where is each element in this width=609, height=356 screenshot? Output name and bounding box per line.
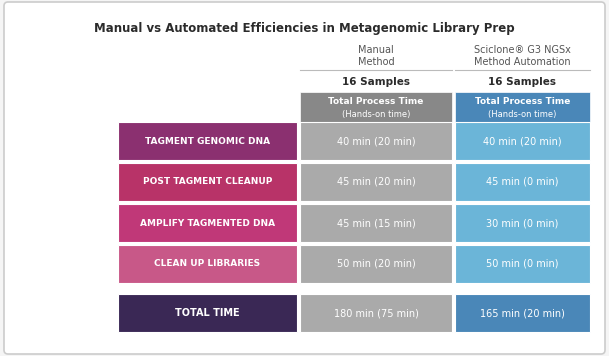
Text: TAGMENT GENOMIC DNA: TAGMENT GENOMIC DNA xyxy=(145,136,270,146)
Bar xyxy=(455,204,590,242)
Text: 16 Samples: 16 Samples xyxy=(342,77,410,87)
Text: 30 min (0 min): 30 min (0 min) xyxy=(487,218,558,228)
Text: 40 min (20 min): 40 min (20 min) xyxy=(337,136,415,146)
Bar xyxy=(455,92,590,122)
Bar xyxy=(300,245,452,283)
Text: (Hands-on time): (Hands-on time) xyxy=(342,110,410,119)
Text: 45 min (15 min): 45 min (15 min) xyxy=(337,218,415,228)
Bar xyxy=(455,163,590,201)
Text: CLEAN UP LIBRARIES: CLEAN UP LIBRARIES xyxy=(155,260,261,268)
Text: 165 min (20 min): 165 min (20 min) xyxy=(480,308,565,318)
Text: 50 min (0 min): 50 min (0 min) xyxy=(486,259,558,269)
Bar xyxy=(455,245,590,283)
Text: Total Process Time: Total Process Time xyxy=(328,98,424,106)
Bar xyxy=(455,294,590,332)
Text: Manual: Manual xyxy=(358,45,394,55)
Text: Method: Method xyxy=(357,57,394,67)
Bar xyxy=(455,122,590,160)
Bar xyxy=(118,245,297,283)
Text: TOTAL TIME: TOTAL TIME xyxy=(175,308,240,318)
Text: 16 Samples: 16 Samples xyxy=(488,77,557,87)
Bar xyxy=(118,163,297,201)
Text: POST TAGMENT CLEANUP: POST TAGMENT CLEANUP xyxy=(143,178,272,187)
Bar xyxy=(118,294,297,332)
Text: (Hands-on time): (Hands-on time) xyxy=(488,110,557,119)
Text: Total Process Time: Total Process Time xyxy=(475,98,570,106)
Bar xyxy=(118,122,297,160)
Bar xyxy=(300,92,452,122)
Text: Manual vs Automated Efficiencies in Metagenomic Library Prep: Manual vs Automated Efficiencies in Meta… xyxy=(94,22,515,35)
Text: Sciclone® G3 NGSx: Sciclone® G3 NGSx xyxy=(474,45,571,55)
Bar xyxy=(300,122,452,160)
Text: 50 min (20 min): 50 min (20 min) xyxy=(337,259,415,269)
FancyBboxPatch shape xyxy=(4,2,605,354)
Text: Method Automation: Method Automation xyxy=(474,57,571,67)
Text: 45 min (20 min): 45 min (20 min) xyxy=(337,177,415,187)
Bar xyxy=(300,163,452,201)
Bar xyxy=(300,204,452,242)
Text: 180 min (75 min): 180 min (75 min) xyxy=(334,308,418,318)
Bar xyxy=(300,294,452,332)
Text: AMPLIFY TAGMENTED DNA: AMPLIFY TAGMENTED DNA xyxy=(140,219,275,227)
Text: 45 min (0 min): 45 min (0 min) xyxy=(486,177,558,187)
Text: 40 min (20 min): 40 min (20 min) xyxy=(483,136,562,146)
Bar xyxy=(118,204,297,242)
